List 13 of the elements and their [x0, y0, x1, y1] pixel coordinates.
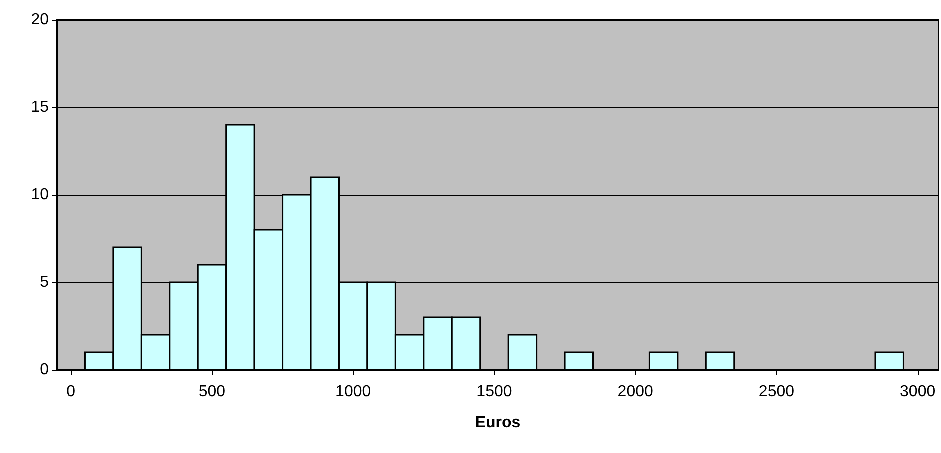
x-axis-title: Euros	[475, 414, 521, 432]
x-tick-label: 2500	[758, 384, 795, 400]
x-tick-label: 500	[198, 384, 226, 400]
x-tick-label: 2000	[618, 384, 654, 400]
x-tick-label: 1000	[336, 384, 372, 400]
x-tick-label: 1500	[476, 384, 512, 400]
y-tick-label: 20	[31, 12, 50, 28]
y-tick-label: 5	[40, 274, 50, 291]
x-tick-label: 0	[66, 384, 76, 400]
x-tick-label: 3000	[900, 384, 936, 400]
y-tick-label: 15	[31, 99, 50, 116]
y-tick-label: 0	[40, 362, 50, 378]
y-tick-label: 10	[31, 186, 50, 204]
